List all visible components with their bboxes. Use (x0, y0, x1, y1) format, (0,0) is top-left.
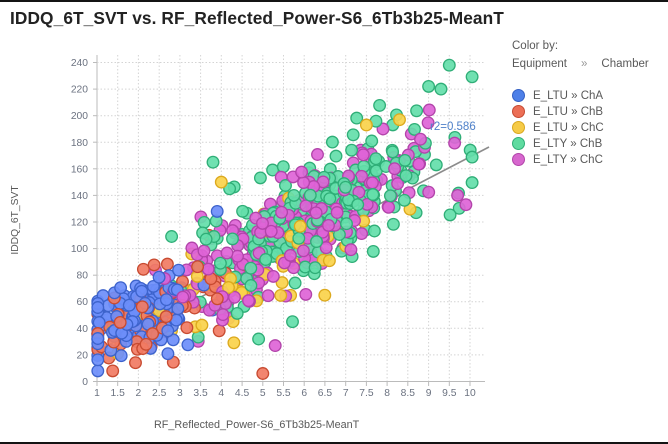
svg-text:8.5: 8.5 (401, 388, 416, 399)
svg-text:10: 10 (464, 388, 476, 399)
svg-text:5.5: 5.5 (276, 388, 291, 399)
svg-text:2: 2 (136, 388, 142, 399)
svg-text:240: 240 (71, 58, 88, 69)
svg-text:4: 4 (218, 388, 224, 399)
svg-text:100: 100 (71, 244, 88, 255)
svg-text:6.5: 6.5 (318, 388, 333, 399)
svg-text:60: 60 (77, 297, 89, 308)
svg-text:8: 8 (384, 388, 390, 399)
svg-text:1: 1 (94, 388, 100, 399)
svg-text:2.5: 2.5 (152, 388, 167, 399)
svg-text:220: 220 (71, 85, 88, 96)
svg-text:140: 140 (71, 191, 88, 202)
svg-text:0: 0 (82, 377, 88, 388)
svg-text:180: 180 (71, 138, 88, 149)
svg-text:6: 6 (301, 388, 307, 399)
svg-text:80: 80 (77, 271, 89, 282)
svg-text:4.5: 4.5 (235, 388, 250, 399)
svg-text:5: 5 (260, 388, 266, 399)
svg-text:3.5: 3.5 (193, 388, 208, 399)
svg-text:7.5: 7.5 (359, 388, 374, 399)
svg-text:200: 200 (71, 111, 88, 122)
svg-text:40: 40 (77, 324, 89, 335)
svg-text:7: 7 (343, 388, 349, 399)
svg-text:20: 20 (77, 350, 89, 361)
svg-text:120: 120 (71, 218, 88, 229)
svg-text:160: 160 (71, 164, 88, 175)
svg-text:3: 3 (177, 388, 183, 399)
svg-text:9.5: 9.5 (442, 388, 457, 399)
svg-text:9: 9 (426, 388, 432, 399)
svg-text:1.5: 1.5 (111, 388, 126, 399)
